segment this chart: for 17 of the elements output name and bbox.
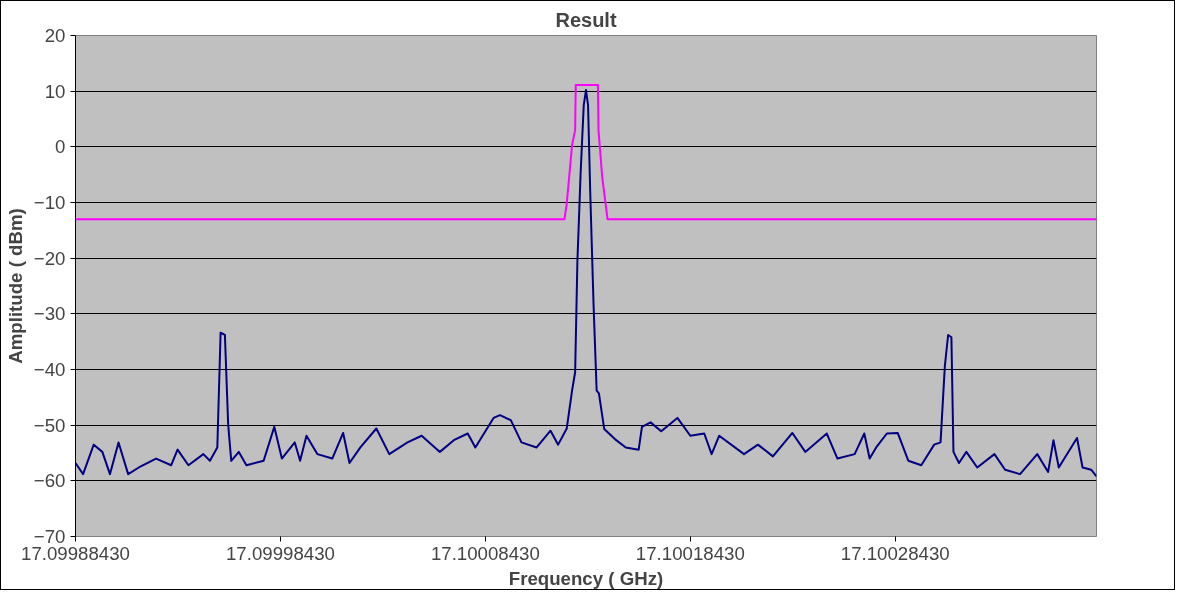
y-tick-label: 0 (55, 136, 66, 158)
y-tick-label: −40 (33, 359, 66, 380)
y-tick-label: −30 (33, 303, 66, 325)
y-tick-label: −10 (33, 192, 66, 213)
y-tick-label: 20 (44, 25, 66, 46)
y-tick-label: −50 (33, 414, 66, 436)
y-axis-title: Amplitude ( dBm) (4, 208, 26, 364)
y-tick-label: −60 (33, 470, 66, 492)
x-axis-title: Frequency ( GHz) (508, 567, 664, 589)
y-tick-label: 10 (44, 80, 66, 102)
line-series (75, 84, 1097, 221)
x-tick-label: 17.10018430 (635, 542, 745, 564)
x-tick-label: 17.10028430 (840, 542, 950, 564)
x-tick-label: 17.10008430 (430, 542, 540, 564)
y-tick-label: −20 (33, 247, 66, 269)
x-tick-label: 17.09998430 (225, 542, 335, 564)
chart-title: Result (555, 8, 617, 31)
